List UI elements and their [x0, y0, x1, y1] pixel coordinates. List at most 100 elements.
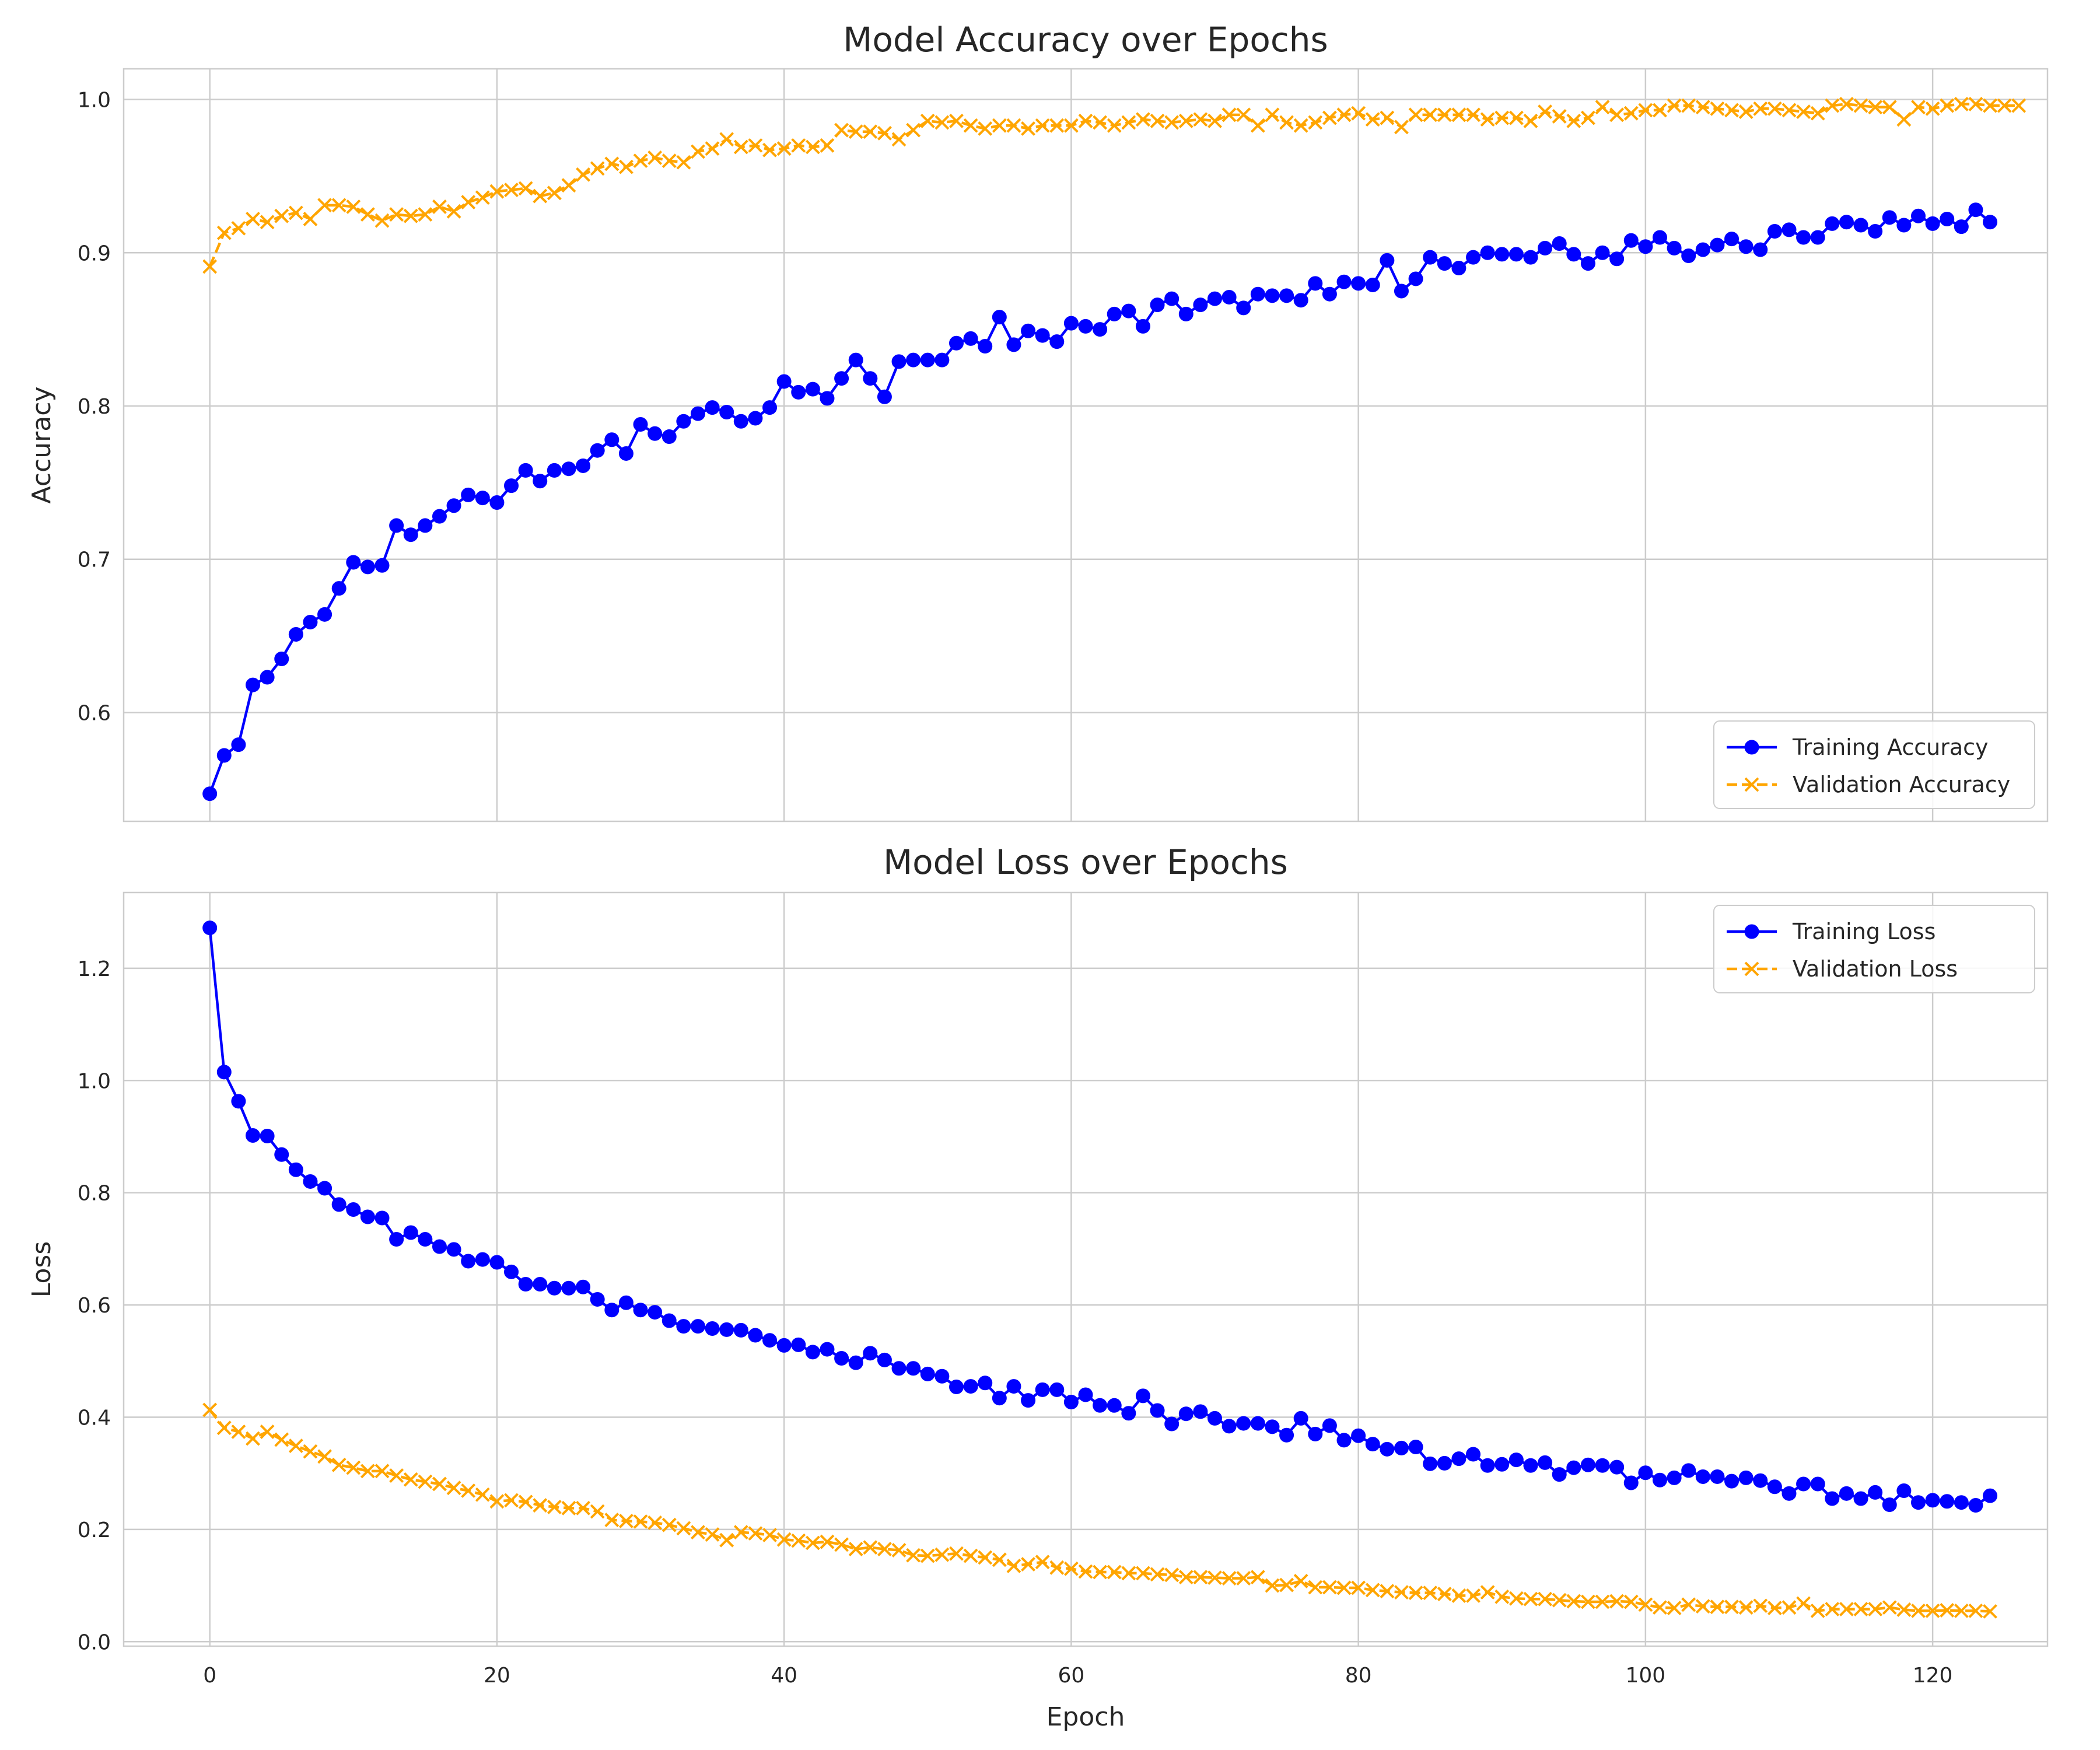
data-point — [1107, 1564, 1122, 1580]
data-point — [360, 207, 375, 222]
data-point — [1236, 300, 1251, 316]
data-point — [1983, 1604, 1997, 1619]
data-point — [274, 1432, 289, 1447]
data-point — [461, 195, 476, 209]
data-point — [1882, 210, 1897, 225]
data-point — [202, 1402, 218, 1418]
data-point — [705, 141, 720, 156]
data-point — [935, 1547, 950, 1562]
data-point — [1667, 1470, 1682, 1485]
data-point — [963, 1379, 978, 1394]
data-point — [1667, 1601, 1682, 1615]
data-point — [1595, 245, 1610, 260]
data-point — [317, 198, 332, 213]
data-point — [504, 478, 519, 494]
data-point — [1738, 1470, 1754, 1485]
data-point — [590, 161, 605, 176]
series-training — [202, 202, 1998, 802]
data-point — [518, 181, 533, 196]
data-point — [1279, 1577, 1294, 1592]
data-point — [1279, 1427, 1294, 1443]
data-point — [533, 474, 548, 489]
data-point — [274, 208, 289, 223]
legend-label: Validation Accuracy — [1793, 772, 2010, 797]
data-point — [1293, 293, 1308, 308]
data-point — [504, 1264, 519, 1279]
data-point — [1236, 107, 1251, 123]
loss-chart: 0.0 0.2 0.4 0.6 0.8 1.0 1.2 0 20 40 60 80 100 120 Mode… — [27, 842, 2049, 1732]
data-point — [633, 417, 648, 432]
data-point — [317, 1449, 332, 1464]
data-point — [1983, 98, 1997, 113]
data-point — [1265, 107, 1280, 123]
data-point — [1623, 1594, 1639, 1609]
data-point — [260, 1424, 275, 1439]
data-point — [618, 446, 634, 461]
data-point — [963, 331, 978, 346]
data-point — [1623, 1475, 1639, 1490]
data-point — [1437, 1455, 1452, 1471]
data-point — [1208, 291, 1223, 306]
data-point — [1494, 1457, 1510, 1472]
data-point — [1150, 298, 1165, 313]
data-point — [1839, 1602, 1854, 1616]
data-point — [776, 374, 792, 389]
data-point — [805, 382, 820, 397]
data-point — [1021, 323, 1036, 338]
data-point — [877, 1542, 892, 1556]
data-point — [1552, 236, 1567, 251]
data-point — [1164, 1416, 1180, 1432]
data-point — [1954, 97, 1969, 111]
y-tick-label: 1.0 — [78, 1069, 111, 1093]
data-point — [1853, 1602, 1868, 1616]
data-point — [576, 1500, 590, 1516]
data-point — [906, 1361, 921, 1376]
data-point — [246, 212, 260, 226]
data-point — [418, 207, 433, 222]
data-point — [1782, 103, 1797, 118]
data-point — [1695, 1599, 1710, 1614]
data-point — [1653, 1600, 1667, 1615]
data-point — [1394, 120, 1409, 135]
data-point — [561, 178, 576, 193]
data-point — [446, 1242, 461, 1257]
data-point — [891, 354, 907, 369]
data-point — [1868, 100, 1883, 115]
data-point — [1049, 1382, 1065, 1397]
data-point — [920, 352, 935, 368]
data-point — [288, 1438, 303, 1453]
data-point — [1853, 218, 1868, 233]
data-point — [260, 1129, 275, 1144]
data-point — [1351, 1428, 1366, 1443]
data-point — [863, 124, 878, 139]
data-point — [1609, 1460, 1625, 1475]
data-point — [216, 748, 232, 763]
data-point — [1293, 1573, 1308, 1588]
data-point — [604, 1513, 620, 1527]
data-point — [1063, 1561, 1079, 1576]
series-line — [208, 928, 1991, 1507]
data-point — [1423, 1456, 1438, 1471]
data-point — [1107, 306, 1122, 321]
data-point — [1825, 1491, 1840, 1506]
data-point — [1336, 107, 1352, 123]
data-point — [1667, 240, 1682, 256]
data-point — [202, 786, 218, 802]
data-point — [978, 121, 993, 136]
data-point — [1250, 286, 1265, 302]
data-point — [1150, 1403, 1165, 1418]
data-point — [1925, 1603, 1940, 1618]
data-point — [561, 1280, 576, 1296]
data-point — [1480, 112, 1495, 127]
data-point — [820, 1342, 835, 1357]
data-point — [1710, 1600, 1725, 1615]
data-point — [1566, 1460, 1581, 1475]
data-point — [1724, 1474, 1740, 1489]
data-point — [446, 1480, 461, 1496]
data-point — [533, 1276, 548, 1292]
data-point — [461, 1483, 476, 1498]
legend-box — [1713, 720, 2035, 809]
data-point — [992, 310, 1007, 325]
data-point — [1810, 106, 1825, 121]
data-point — [1351, 106, 1366, 121]
